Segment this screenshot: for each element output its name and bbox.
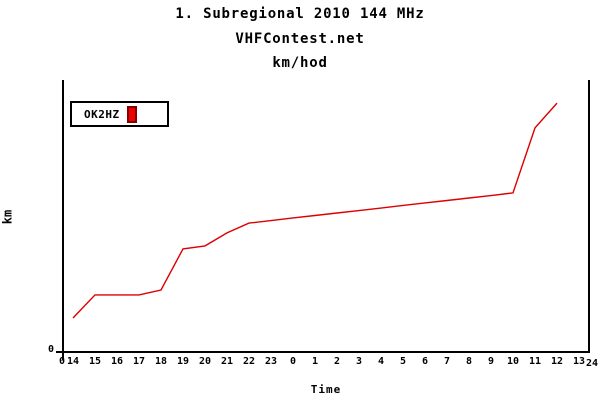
x-tick-label: 13: [572, 356, 586, 367]
x-tick-label: 5: [399, 356, 407, 367]
x-tick-label: 3: [355, 356, 363, 367]
x-axis-label: Time: [310, 383, 342, 396]
x-tick-label: 4: [377, 356, 385, 367]
x-tick-label: 0: [289, 356, 297, 367]
legend-box: OK2HZ: [70, 101, 169, 127]
y-axis-label: km: [0, 209, 15, 225]
x-tick-label: 10: [506, 356, 520, 367]
x-axis-line: [56, 351, 590, 353]
site-name: VHFContest.net: [235, 31, 365, 47]
x-tick-label: 23: [264, 356, 278, 367]
x-tick-label: 2: [333, 356, 341, 367]
x-tick-label: 7: [443, 356, 451, 367]
x-tick-label: 22: [242, 356, 256, 367]
x-axis-origin-label: 0: [58, 356, 66, 367]
x-tick-label: 11: [528, 356, 542, 367]
x-tick-label: 16: [110, 356, 124, 367]
x-tick-label: 21: [220, 356, 234, 367]
x-tick-label: 8: [465, 356, 473, 367]
x-tick-label: 19: [176, 356, 190, 367]
x-axis-end-label: 24: [585, 358, 599, 369]
unit-label: km/hod: [272, 55, 328, 71]
plot-right-border: [588, 80, 590, 352]
y-axis-line: [62, 80, 64, 360]
x-tick-label: 9: [487, 356, 495, 367]
series-line-ok2hz: [72, 102, 558, 319]
chart-title: 1. Subregional 2010 144 MHz: [175, 6, 425, 22]
x-tick-label: 12: [550, 356, 564, 367]
x-tick-label: 15: [88, 356, 102, 367]
x-tick-label: 1: [311, 356, 319, 367]
x-tick-label: 20: [198, 356, 212, 367]
y-axis-zero-tick-label: 0: [47, 344, 54, 355]
legend-station-label: OK2HZ: [84, 107, 120, 121]
legend-color-swatch: [126, 105, 137, 123]
x-tick-label: 14: [66, 356, 80, 367]
x-tick-label: 17: [132, 356, 146, 367]
x-tick-label: 18: [154, 356, 168, 367]
x-tick-label: 6: [421, 356, 429, 367]
